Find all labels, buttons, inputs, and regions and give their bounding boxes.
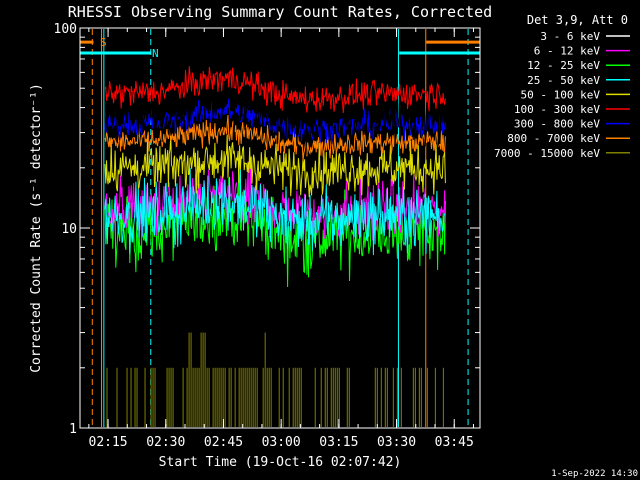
x-tick-label: 02:15 <box>89 435 128 450</box>
legend-label: 25 - 50 keV <box>527 74 600 87</box>
x-axis-label: Start Time (19-Oct-16 02:07:42) <box>159 455 402 470</box>
legend-label: 6 - 12 keV <box>534 45 601 58</box>
plot-area: SN <box>80 29 480 427</box>
legend-label: 12 - 25 keV <box>527 59 600 72</box>
y-tick-label: 1 <box>69 422 77 437</box>
legend-label: 7000 - 15000 keV <box>494 147 600 160</box>
legend-title: Det 3,9, Att 0 <box>527 13 628 27</box>
legend-label: 300 - 800 keV <box>514 118 600 131</box>
x-tick-label: 02:45 <box>204 435 243 450</box>
y-axis: 1 10 100 <box>54 22 480 437</box>
y-tick-label: 100 <box>54 22 77 37</box>
series-line-3-6kev <box>104 69 446 155</box>
annotation-label-night: N <box>152 47 159 60</box>
x-tick-label: 03:15 <box>319 435 358 450</box>
series-7000-15000-kev <box>106 332 444 427</box>
series-line-50-100kev <box>104 134 446 198</box>
series-line-100-300kev <box>104 66 446 114</box>
series-line-12-25kev <box>104 165 446 288</box>
x-tick-label: 03:30 <box>377 435 416 450</box>
annotation-label-saa: S <box>100 36 107 49</box>
x-tick-label: 03:45 <box>435 435 474 450</box>
footer-date: 1-Sep-2022 14:30 <box>551 469 638 479</box>
legend-label: 100 - 300 keV <box>514 103 600 116</box>
legend-label: 3 - 6 keV <box>540 30 600 43</box>
y-axis-label: Corrected Count Rate (s⁻¹ detector⁻¹) <box>29 83 44 373</box>
x-tick-label: 03:00 <box>262 435 301 450</box>
legend-label: 50 - 100 keV <box>521 88 601 101</box>
x-axis: 02:15 02:30 02:45 03:00 03:15 03:30 03:45 <box>88 28 474 450</box>
chart-title: RHESSI Observing Summary Count Rates, Co… <box>68 3 492 21</box>
y-tick-label: 10 <box>61 222 77 237</box>
x-tick-label: 02:30 <box>146 435 185 450</box>
series-line-25-50kev <box>104 168 446 256</box>
legend-label: 800 - 7000 keV <box>507 132 600 145</box>
